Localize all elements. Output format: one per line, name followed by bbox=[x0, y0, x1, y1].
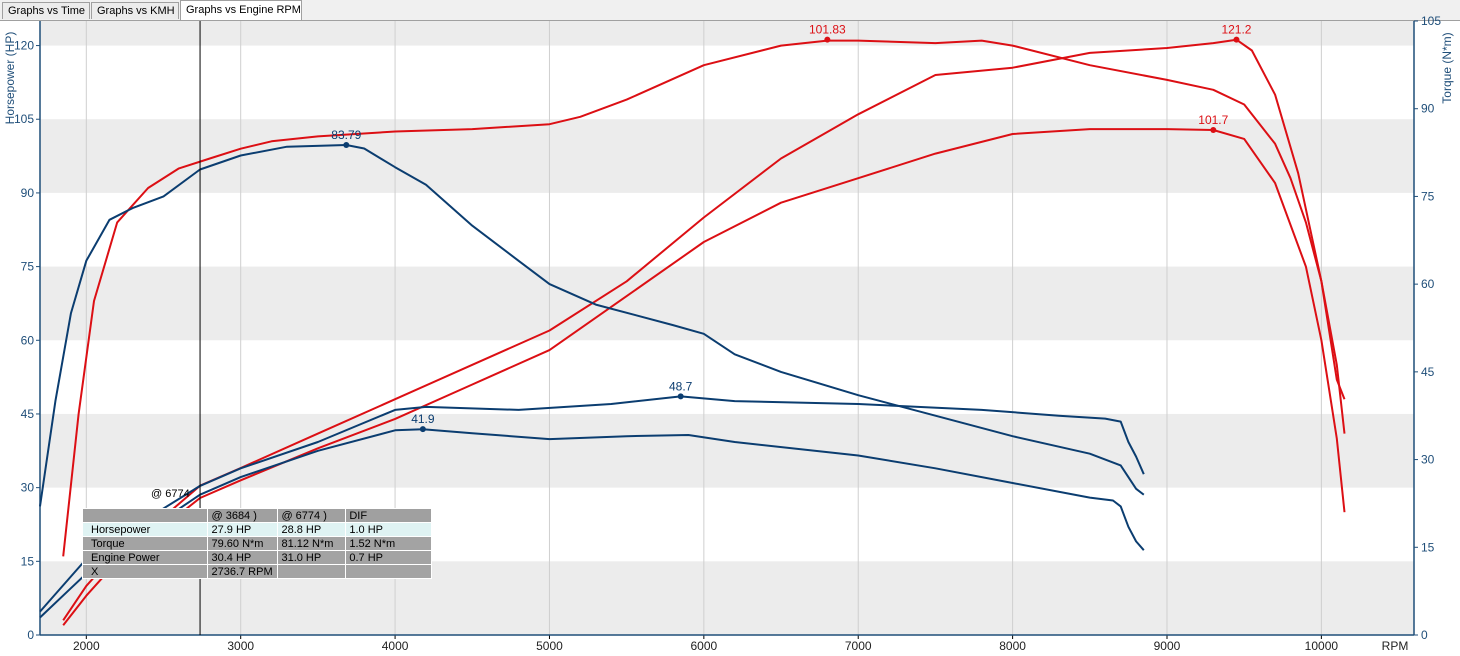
table-row: Engine Power 30.4 HP 31.0 HP 0.7 HP bbox=[81, 550, 432, 565]
table-header-cell: DIF bbox=[345, 508, 432, 523]
table-header-row: @ 3684 ) @ 6774 ) DIF bbox=[81, 508, 432, 523]
series-line-blue-3 bbox=[39, 144, 1145, 507]
table-row-label: Engine Power bbox=[81, 550, 209, 565]
y-left-tick-label: 45 bbox=[21, 407, 35, 421]
table-row-label: X bbox=[81, 564, 209, 579]
peak-label: 48.7 bbox=[669, 379, 693, 393]
series-line-blue-5 bbox=[39, 428, 1145, 619]
peak-marker bbox=[343, 142, 350, 149]
x-tick-label: 2000 bbox=[73, 639, 100, 653]
peak-label: 101.83 bbox=[809, 23, 846, 37]
y-left-tick-label: 60 bbox=[21, 333, 35, 347]
peak-label: 101.7 bbox=[1198, 113, 1228, 127]
tab-graphs-vs-time[interactable]: Graphs vs Time bbox=[2, 2, 90, 19]
x-tick-label: 9000 bbox=[1154, 639, 1181, 653]
y-right-tick-label: 75 bbox=[1421, 189, 1435, 203]
tab-graphs-vs-kmh[interactable]: Graphs vs KMH bbox=[91, 2, 179, 19]
y-left-tick-label: 75 bbox=[21, 260, 35, 274]
table-cell: 30.4 HP bbox=[207, 550, 279, 565]
table-row: Torque 79.60 N*m 81.12 N*m 1.52 N*m bbox=[81, 536, 432, 551]
x-tick-label: 3000 bbox=[227, 639, 254, 653]
plot-band bbox=[40, 21, 1414, 46]
y-right-tick-label: 90 bbox=[1421, 102, 1435, 116]
y-left-tick-label: 90 bbox=[21, 186, 35, 200]
table-row-label: Torque bbox=[81, 536, 209, 551]
peak-marker bbox=[1210, 127, 1217, 134]
y-left-tick-label: 30 bbox=[21, 481, 35, 495]
table-cell: 1.52 N*m bbox=[345, 536, 432, 551]
table-row: X 2736.7 RPM bbox=[81, 564, 432, 579]
table-cell: 1.0 HP bbox=[345, 522, 432, 537]
peak-label: 41.9 bbox=[411, 412, 435, 426]
plot-band bbox=[40, 413, 1414, 488]
table-row: Horsepower 27.9 HP 28.8 HP 1.0 HP bbox=[81, 522, 432, 537]
plot-band bbox=[40, 266, 1414, 341]
series-line-red-0 bbox=[62, 39, 1346, 557]
x-tick-label: 7000 bbox=[845, 639, 872, 653]
table-cell bbox=[277, 564, 347, 579]
series-line-blue-4 bbox=[39, 395, 1145, 613]
peak-marker bbox=[824, 36, 831, 43]
y-left-axis-title: Horsepower (HP) bbox=[3, 32, 17, 125]
table-cell: 31.0 HP bbox=[277, 550, 347, 565]
y-right-axis-title: Torque (N*m) bbox=[1440, 32, 1454, 103]
peak-marker bbox=[419, 426, 426, 433]
x-tick-label: 8000 bbox=[999, 639, 1026, 653]
peak-label: 83.79 bbox=[331, 128, 361, 142]
peak-marker bbox=[1233, 36, 1240, 43]
tab-bar: Graphs vs Time Graphs vs KMH Graphs vs E… bbox=[0, 0, 1460, 21]
table-cell: 0.7 HP bbox=[345, 550, 432, 565]
y-right-tick-label: 30 bbox=[1421, 453, 1435, 467]
table-cell: 27.9 HP bbox=[207, 522, 279, 537]
x-axis-label: RPM bbox=[1382, 639, 1409, 653]
y-right-tick-label: 105 bbox=[1421, 14, 1441, 28]
y-right-tick-label: 0 bbox=[1421, 628, 1428, 642]
y-left-tick-label: 0 bbox=[27, 628, 34, 642]
table-cell: 81.12 N*m bbox=[277, 536, 347, 551]
y-right-tick-label: 60 bbox=[1421, 277, 1435, 291]
table-row-label: Horsepower bbox=[81, 522, 209, 537]
peak-marker bbox=[677, 393, 684, 400]
table-header-cell: @ 6774 ) bbox=[277, 508, 347, 523]
table-cell: 28.8 HP bbox=[277, 522, 347, 537]
y-right-tick-label: 15 bbox=[1421, 540, 1435, 554]
tab-graphs-vs-engine-rpm[interactable]: Graphs vs Engine RPM bbox=[180, 0, 302, 20]
y-left-tick-label: 105 bbox=[14, 112, 34, 126]
x-tick-label: 5000 bbox=[536, 639, 563, 653]
peak-label: 121.2 bbox=[1221, 23, 1251, 37]
y-right-tick-label: 45 bbox=[1421, 365, 1435, 379]
x-tick-label: 10000 bbox=[1305, 639, 1339, 653]
plot-band bbox=[40, 119, 1414, 193]
y-left-tick-label: 15 bbox=[21, 554, 35, 568]
table-cell: 79.60 N*m bbox=[207, 536, 279, 551]
y-left-tick-label: 120 bbox=[14, 39, 34, 53]
table-header-cell: @ 3684 ) bbox=[207, 508, 279, 523]
x-tick-label: 6000 bbox=[690, 639, 717, 653]
cursor-label: @ 6774 bbox=[151, 488, 190, 500]
x-tick-label: 4000 bbox=[382, 639, 409, 653]
table-cell bbox=[345, 564, 432, 579]
cursor-readout-table: @ 3684 ) @ 6774 ) DIF Horsepower 27.9 HP… bbox=[81, 508, 432, 579]
table-header-cell bbox=[81, 508, 209, 523]
table-cell: 2736.7 RPM bbox=[207, 564, 279, 579]
